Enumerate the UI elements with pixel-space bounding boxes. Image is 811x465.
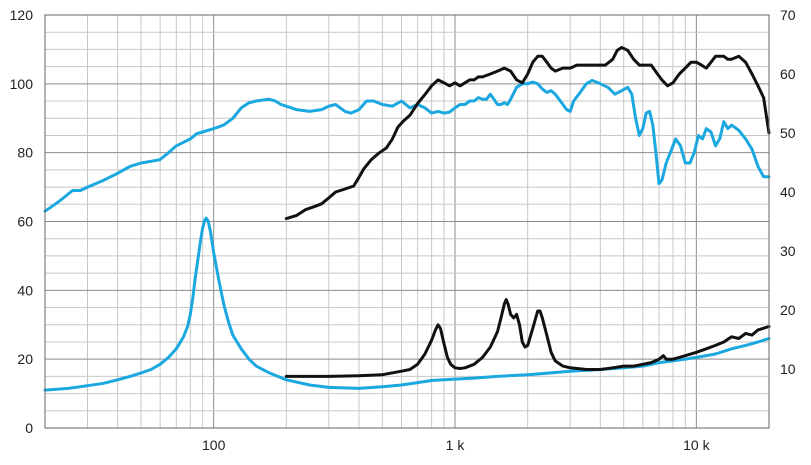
y-left-tick-label: 0 [25,420,33,436]
y-left-tick-label: 80 [17,145,33,161]
y-right-tick-label: 20 [780,302,796,318]
y-right-tick-label: 30 [780,243,796,259]
y-right-tick-label: 70 [780,7,796,23]
y-left-tick-label: 60 [17,214,33,230]
y-left-tick-label: 100 [10,76,34,92]
y-right-tick-label: 50 [780,125,796,141]
x-tick-label: 100 [202,437,226,453]
series-line-black-response [284,46,771,221]
series-line-blue-response [43,78,771,213]
y-right-tick-label: 10 [780,361,796,377]
plot-frame [44,14,770,429]
x-tick-label: 1 k [446,437,466,453]
y-right-tick-label: 40 [780,184,796,200]
grid-lines [45,15,769,428]
y-left-tick-label: 120 [10,7,34,23]
x-tick-label: 10 k [683,437,710,453]
series-line-black-impedance [284,298,771,378]
axis-labels: 0 20 40 60 80 100 120 10 20 30 40 50 60 70 100 1 k 10 k [10,7,796,453]
y-left-tick-label: 20 [17,351,33,367]
series-group [43,46,771,392]
y-left-tick-label: 40 [17,282,33,298]
y-right-tick-label: 60 [780,66,796,82]
